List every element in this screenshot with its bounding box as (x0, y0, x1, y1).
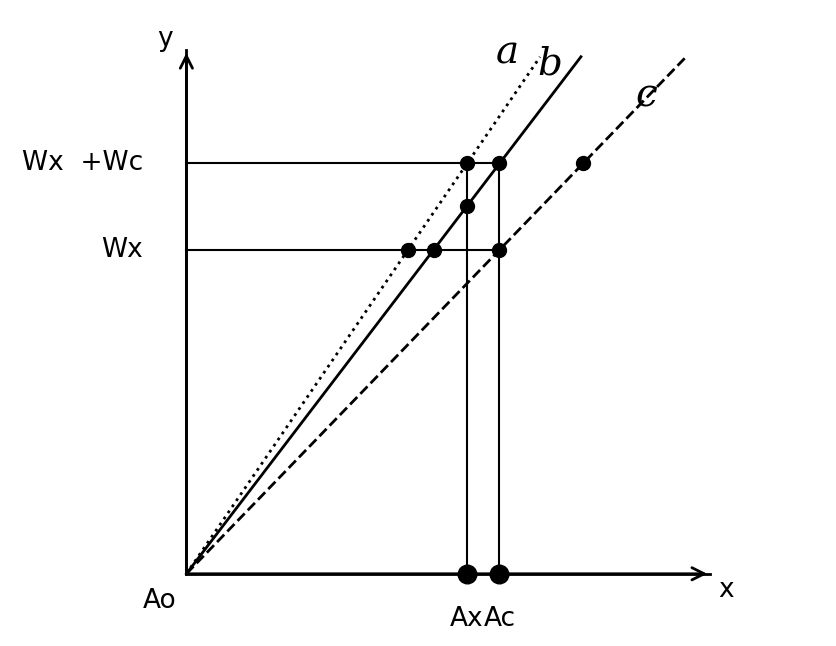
Text: Wx  +Wc: Wx +Wc (22, 151, 143, 176)
Point (461, 568, 474, 579)
Point (492, 158, 506, 169)
Text: Ao: Ao (142, 588, 176, 614)
Text: y: y (157, 26, 172, 52)
Point (401, 245, 415, 255)
Text: c: c (635, 78, 656, 115)
Text: b: b (538, 45, 563, 83)
Text: a: a (497, 35, 519, 72)
Point (427, 245, 441, 255)
Text: Ac: Ac (483, 606, 516, 632)
Point (461, 201, 474, 211)
Text: Wx: Wx (101, 237, 143, 263)
Point (576, 158, 589, 169)
Point (492, 568, 506, 579)
Text: Ax: Ax (451, 606, 484, 632)
Point (492, 245, 506, 255)
Text: x: x (718, 577, 734, 603)
Point (461, 158, 474, 169)
